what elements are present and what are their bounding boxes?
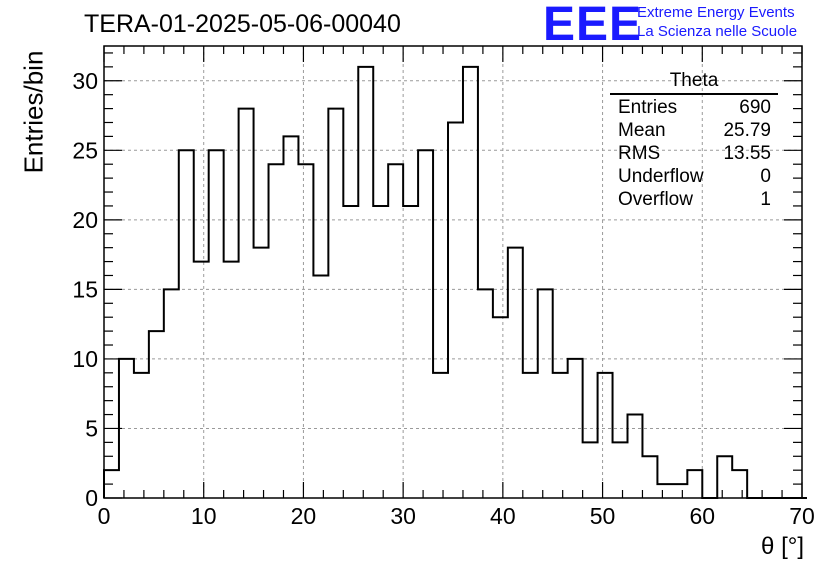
x-tick-label: 10 [191, 503, 217, 529]
y-tick-label: 25 [72, 137, 98, 163]
histogram-bin [583, 442, 598, 498]
histogram-bin [224, 262, 239, 498]
histogram-bin [254, 248, 269, 498]
histogram-bin [269, 164, 284, 498]
plot-frame [103, 45, 803, 499]
stats-row-mean: Mean 25.79 [610, 119, 778, 142]
histogram-bin [672, 484, 687, 498]
x-tick-label: 0 [98, 503, 111, 529]
histogram-bin [538, 289, 553, 498]
histogram-line [103, 65, 807, 499]
x-axis-label: θ [°] [761, 533, 804, 560]
histogram-bin [134, 373, 149, 498]
histogram-bin [194, 262, 209, 498]
stats-row-rms: RMS 13.55 [610, 142, 778, 165]
y-axis-label: Entries/bin [18, 50, 49, 174]
histogram-bin [388, 164, 403, 498]
histogram-bin [298, 164, 313, 498]
histogram-bin [179, 150, 194, 498]
x-tick-label: 30 [390, 503, 416, 529]
stats-title: Theta [610, 70, 778, 95]
histogram-bin [598, 373, 613, 498]
eee-logo: EEE [543, 0, 643, 51]
y-tick-label: 5 [85, 415, 98, 441]
stats-label: Underflow [618, 166, 704, 187]
histogram-bin [463, 67, 478, 498]
histogram-bin [433, 373, 448, 498]
stats-value: 13.55 [723, 143, 771, 164]
stats-row-overflow: Overflow 1 [610, 188, 778, 211]
histogram-bin [642, 456, 657, 498]
x-tick-label: 40 [490, 503, 516, 529]
histogram-bin [343, 206, 358, 498]
histogram-bin [358, 67, 373, 498]
stats-value: 690 [739, 97, 771, 118]
stats-label: RMS [618, 143, 661, 164]
y-tick-label: 30 [72, 68, 98, 94]
histogram-bin [553, 373, 568, 498]
y-tick-label: 10 [72, 346, 98, 372]
histogram-bin [149, 331, 164, 498]
histogram-bin [717, 456, 732, 498]
histogram-bin [209, 150, 224, 498]
histogram-bin [478, 289, 493, 498]
histogram-bin [732, 470, 747, 498]
x-tick-label: 20 [291, 503, 317, 529]
stats-row-entries: Entries 690 [610, 96, 778, 119]
histogram-bin [403, 206, 418, 498]
stats-row-underflow: Underflow 0 [610, 165, 778, 188]
run-title: TERA-01-2025-05-06-00040 [84, 10, 401, 38]
histogram-bin [283, 136, 298, 498]
y-tick-label: 0 [85, 485, 98, 511]
histogram-bin [448, 122, 463, 498]
x-tick-label: 60 [689, 503, 715, 529]
histogram-bin [328, 109, 343, 498]
stats-value: 0 [760, 166, 771, 187]
stats-label: Mean [618, 120, 666, 141]
histogram-bin [613, 442, 628, 498]
eee-logo-text: Extreme Energy Events La Scienza nelle S… [637, 3, 797, 41]
stats-value: 1 [760, 189, 771, 210]
stats-label: Entries [618, 97, 678, 118]
histogram-bin [373, 206, 388, 498]
x-tick-label: 50 [590, 503, 616, 529]
x-tick-label: 70 [789, 503, 815, 529]
histogram-bin [657, 484, 672, 498]
histogram-bin [628, 415, 643, 498]
histogram-bin [508, 248, 523, 498]
histogram-bin [687, 470, 702, 498]
stats-value: 25.79 [723, 120, 771, 141]
logo-line-1: Extreme Energy Events [637, 4, 795, 21]
histogram-bin [164, 289, 179, 498]
logo-line-2: La Scienza nelle Scuole [637, 23, 798, 40]
histogram-bin [239, 109, 254, 498]
histogram-bin [313, 275, 328, 498]
y-tick-label: 20 [72, 207, 98, 233]
histogram-bin [523, 373, 538, 498]
stats-box: Theta Entries 690 Mean 25.79 RMS 13.55 U… [610, 70, 778, 211]
histogram-bin [418, 150, 433, 498]
histogram-bin [493, 317, 508, 498]
stats-label: Overflow [618, 189, 693, 210]
y-tick-label: 15 [72, 276, 98, 302]
